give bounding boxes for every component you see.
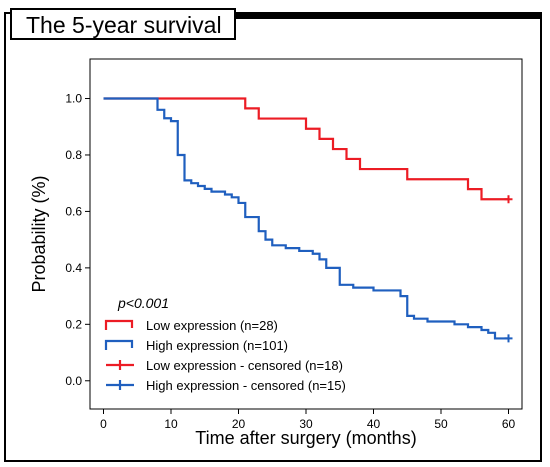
x-tick-label: 20 — [232, 417, 246, 431]
legend-label: Low expression (n=28) — [146, 318, 278, 333]
legend-symbol — [106, 360, 134, 370]
y-axis: 0.0 0.2 0.4 0.6 0.8 1.0 — [65, 92, 90, 388]
x-axis: 0 10 20 30 40 50 60 — [100, 409, 515, 431]
x-tick-label: 30 — [299, 417, 313, 431]
plot-area — [89, 58, 523, 410]
x-tick-label: 50 — [434, 417, 448, 431]
y-axis-label: Probability (%) — [29, 175, 49, 292]
y-tick-label: 0.4 — [65, 261, 82, 275]
y-tick-label: 0.0 — [65, 374, 82, 388]
legend-symbol — [104, 339, 134, 350]
survival-curve-series — [103, 97, 509, 201]
x-tick-label: 10 — [164, 417, 178, 431]
legend-label: High expression - censored (n=15) — [146, 378, 346, 393]
title-bar-rule — [236, 12, 542, 19]
legend-label: Low expression - censored (n=18) — [146, 358, 343, 373]
x-tick-label: 60 — [502, 417, 516, 431]
censor-mark — [504, 195, 513, 204]
y-tick-label: 0.8 — [65, 148, 82, 162]
y-tick-label: 1.0 — [65, 92, 82, 106]
censor-mark — [504, 334, 513, 343]
title-box: The 5-year survival — [10, 8, 236, 40]
legend-symbol — [104, 319, 134, 330]
y-tick-label: 0.2 — [65, 317, 82, 331]
y-tick-label: 0.6 — [65, 204, 82, 218]
x-tick-label: 40 — [367, 417, 381, 431]
p-value-annotation: p<0.001 — [117, 295, 169, 311]
censor-marks — [504, 195, 513, 343]
x-tick-label: 0 — [100, 417, 107, 431]
legend: Low expression (n=28) High expression (n=… — [104, 318, 346, 393]
legend-symbol — [106, 380, 134, 390]
x-axis-label: Time after surgery (months) — [195, 428, 416, 448]
survival-curves — [103, 97, 509, 340]
survival-curve-series — [103, 97, 509, 340]
figure-title: The 5-year survival — [26, 12, 222, 38]
legend-label: High expression (n=101) — [146, 338, 288, 353]
